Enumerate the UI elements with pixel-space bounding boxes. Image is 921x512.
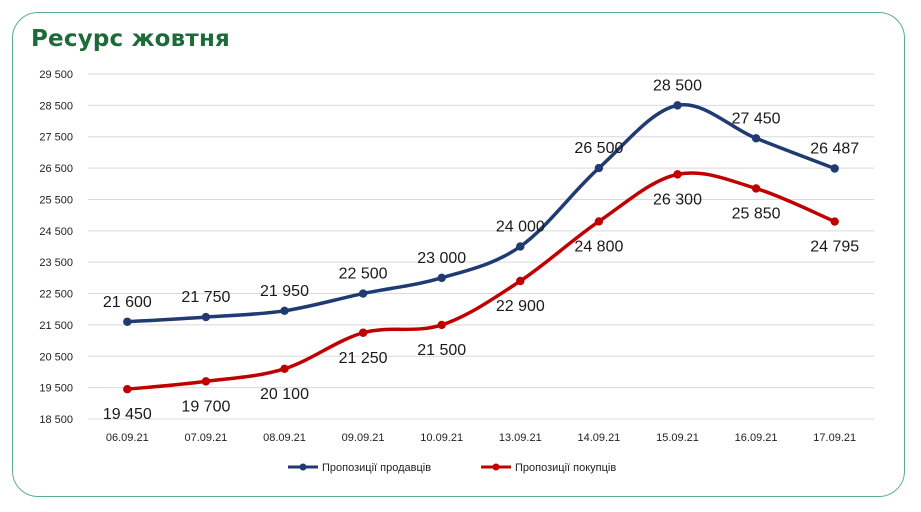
- data-point: [594, 217, 604, 226]
- series-line-buyers: [125, 171, 837, 391]
- data-point: [123, 385, 132, 394]
- data-point: [751, 184, 761, 193]
- data-label: 26 300: [653, 191, 702, 208]
- x-tick-label: 09.09.21: [342, 432, 385, 444]
- gridlines: [88, 73, 874, 420]
- data-point: [830, 164, 839, 173]
- y-tick-label: 25 500: [39, 194, 73, 206]
- x-tick-label: 17.09.21: [813, 432, 856, 444]
- data-label: 21 750: [181, 289, 230, 306]
- y-tick-label: 24 500: [39, 226, 73, 238]
- x-tick-label: 06.09.21: [106, 432, 149, 444]
- data-label: 21 950: [260, 283, 309, 300]
- x-tick-label: 08.09.21: [263, 432, 306, 444]
- data-label: 23 000: [417, 250, 466, 267]
- series-lines: [123, 101, 839, 394]
- data-point: [516, 276, 525, 286]
- data-label: 26 500: [574, 140, 623, 157]
- data-label: 24 800: [574, 238, 623, 255]
- x-tick-label: 13.09.21: [499, 432, 542, 444]
- chart-card: [12, 12, 905, 497]
- legend-label: Пропозиції покупців: [515, 462, 616, 474]
- data-label: 20 100: [260, 386, 309, 403]
- data-label: 19 700: [181, 398, 230, 415]
- data-point: [673, 101, 682, 110]
- data-label: 24 795: [810, 239, 859, 256]
- y-tick-label: 20 500: [39, 351, 73, 363]
- series-line-sellers: [125, 103, 837, 324]
- chart-title: Ресурс жовтня: [31, 26, 231, 52]
- y-tick-label: 26 500: [39, 163, 73, 175]
- data-point: [201, 377, 211, 386]
- data-point: [280, 364, 289, 374]
- data-label: 22 900: [496, 298, 545, 315]
- data-label: 27 450: [732, 110, 781, 127]
- data-label: 28 500: [653, 77, 702, 94]
- data-label: 24 000: [496, 219, 545, 236]
- legend-marker: [492, 463, 500, 471]
- x-tick-label: 14.09.21: [577, 432, 620, 444]
- data-label: 25 850: [732, 205, 781, 222]
- data-label: 21 600: [103, 294, 152, 311]
- legend: Пропозиції продавців Пропозиції покупців: [288, 462, 616, 474]
- data-point: [358, 289, 368, 298]
- y-tick-label: 22 500: [39, 289, 73, 301]
- x-tick-label: 16.09.21: [735, 432, 778, 444]
- x-axis-ticks: 06.09.21 07.09.21 08.09.21 09.09.21 10.09.21…: [106, 432, 856, 444]
- data-point: [201, 312, 211, 322]
- data-point: [751, 134, 761, 143]
- y-tick-label: 28 500: [39, 100, 73, 112]
- data-label: 26 487: [810, 140, 859, 157]
- data-label: 22 500: [339, 266, 388, 283]
- data-label: 19 450: [103, 406, 152, 423]
- data-point: [516, 242, 525, 251]
- data-point: [358, 328, 368, 337]
- data-point: [594, 163, 604, 173]
- y-tick-label: 21 500: [39, 320, 73, 332]
- x-tick-label: 15.09.21: [656, 432, 699, 444]
- y-tick-label: 27 500: [39, 132, 73, 144]
- x-tick-label: 07.09.21: [184, 432, 227, 444]
- data-point: [123, 317, 132, 326]
- data-label: 21 250: [339, 350, 388, 367]
- legend-marker: [299, 463, 307, 471]
- data-point: [437, 273, 446, 283]
- data-label: 21 500: [417, 342, 466, 359]
- y-tick-label: 19 500: [39, 383, 73, 395]
- y-axis-ticks: 29 500 28 500 27 500 26 500 25 500 24 500 23 5…: [39, 69, 73, 426]
- y-tick-label: 29 500: [39, 69, 73, 81]
- legend-label: Пропозиції продавців: [322, 462, 431, 474]
- data-point: [830, 217, 839, 226]
- data-point: [437, 320, 446, 330]
- x-tick-label: 10.09.21: [420, 432, 463, 444]
- y-tick-label: 23 500: [39, 257, 73, 269]
- data-point: [673, 170, 682, 179]
- data-point: [280, 306, 289, 315]
- y-tick-label: 18 500: [39, 414, 73, 426]
- data-labels: 21 600 21 750 21 950 22 500 23 000 24 000 26 5…: [103, 77, 859, 423]
